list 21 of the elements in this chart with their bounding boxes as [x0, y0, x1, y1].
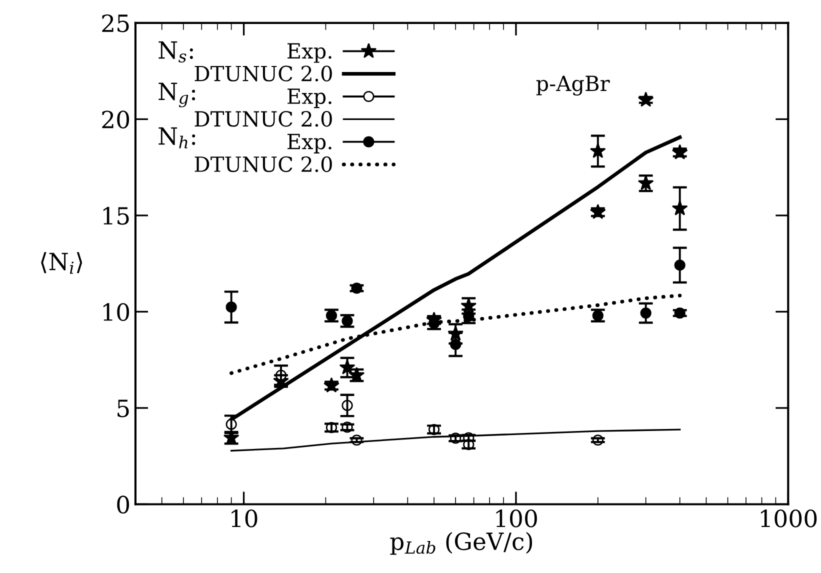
legend-label: Exp. — [288, 88, 332, 108]
y-axis-title: ⟨N$_{i}$⟩ — [41, 252, 82, 274]
annotation: N$_{s}$: — [158, 41, 193, 63]
annotation: N$_{g}$: — [158, 82, 196, 108]
y-tick-label: 5 — [118, 400, 129, 418]
y-tick-label: 15 — [103, 206, 129, 225]
legend-label: Exp. — [288, 43, 332, 63]
x-tick-label: 10 — [232, 510, 258, 528]
x-tick-label: 100 — [496, 510, 537, 528]
y-tick-label: 25 — [102, 14, 129, 32]
annotation: p-AgBr — [536, 76, 610, 96]
annotation: N$_{h}$: — [158, 127, 196, 148]
legend-label: DTUNUC 2.0 — [194, 110, 332, 127]
y-tick-label: 20 — [102, 110, 130, 128]
legend-label: Exp. — [288, 134, 332, 154]
legend-label: DTUNUC 2.0 — [194, 156, 332, 172]
y-tick-label: 0 — [117, 496, 130, 514]
x-tick-label: 1000 — [760, 510, 817, 528]
y-tick-label: 10 — [103, 303, 130, 322]
legend-label: DTUNUC 2.0 — [194, 66, 332, 82]
x-axis-title: p$_{Lab}$ (GeV/c) — [390, 532, 532, 555]
